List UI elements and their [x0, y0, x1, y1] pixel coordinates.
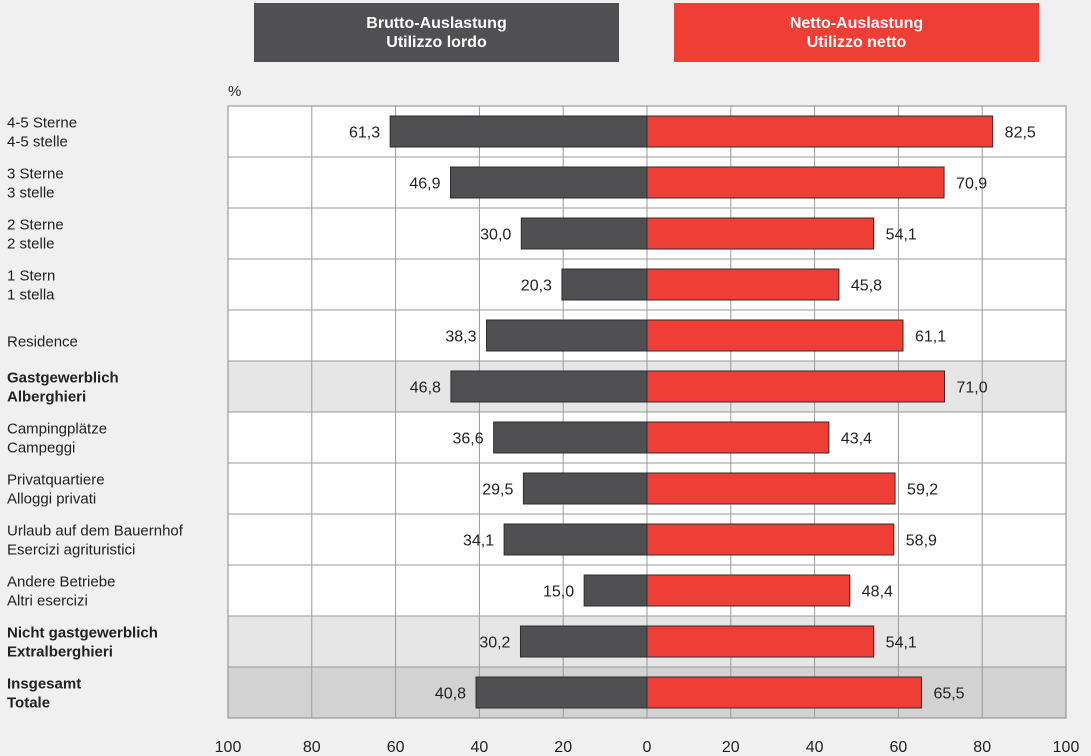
value-label-netto: 59,2 — [907, 482, 938, 499]
value-label-brutto: 30,0 — [480, 227, 511, 244]
value-label-netto: 71,0 — [956, 380, 987, 397]
category-label-line2: Esercizi agrituristici — [7, 542, 135, 559]
category-label-line2: Alberghieri — [7, 389, 86, 406]
category-label-line2: 2 stelle — [7, 236, 55, 253]
bar-netto — [646, 421, 830, 454]
value-label-netto: 54,1 — [886, 635, 917, 652]
category-label-line1: Nicht gastgewerblich — [7, 625, 158, 642]
bar-brutto — [493, 421, 648, 454]
legend-netto: Netto-Auslastung Utilizzo netto — [674, 3, 1039, 62]
x-tick-label: 100 — [1053, 739, 1080, 756]
legend-netto-line1: Netto-Auslastung — [789, 14, 924, 32]
bar-netto — [646, 268, 840, 301]
value-label-netto: 70,9 — [956, 176, 987, 193]
legend-netto-line2: Utilizzo netto — [806, 33, 907, 51]
x-tick-label: 80 — [303, 739, 321, 756]
bar-brutto — [450, 370, 648, 403]
value-label-brutto: 30,2 — [479, 635, 510, 652]
bar-brutto — [486, 319, 648, 352]
x-tick-label: 80 — [973, 739, 991, 756]
category-label-line1: 3 Sterne — [7, 166, 64, 183]
value-label-brutto: 61,3 — [349, 125, 380, 142]
category-label-line1: Privatquartiere — [7, 472, 105, 489]
legend-brutto-line1: Brutto-Auslastung — [366, 14, 507, 32]
value-label-netto: 58,9 — [906, 533, 937, 550]
bar-netto — [646, 523, 895, 556]
value-label-brutto: 29,5 — [482, 482, 513, 499]
legend-brutto: Brutto-Auslastung Utilizzo lordo — [254, 3, 619, 62]
bar-netto — [646, 319, 904, 352]
unit-label: % — [228, 83, 241, 100]
value-label-brutto: 38,3 — [445, 329, 476, 346]
bar-netto — [646, 676, 922, 709]
bar-brutto — [389, 115, 648, 148]
value-label-netto: 65,5 — [933, 686, 964, 703]
x-tick-label: 40 — [806, 739, 824, 756]
bar-brutto — [449, 166, 648, 199]
category-label-line1: 4-5 Sterne — [7, 115, 77, 132]
bar-brutto — [520, 217, 648, 250]
legend-brutto-line2: Utilizzo lordo — [386, 33, 487, 51]
category-label-line1: Gastgewerblich — [7, 370, 119, 387]
category-label-line2: 4-5 stelle — [7, 134, 68, 151]
bar-netto — [646, 166, 945, 199]
category-label-line2: 1 stella — [7, 287, 55, 304]
bar-netto — [646, 115, 994, 148]
category-label-line2: Totale — [7, 695, 50, 712]
x-tick-label: 0 — [643, 739, 652, 756]
bar-brutto — [519, 625, 648, 658]
value-label-netto: 43,4 — [841, 431, 872, 448]
x-tick-label: 60 — [387, 739, 405, 756]
bar-netto — [646, 217, 875, 250]
value-label-netto: 45,8 — [851, 278, 882, 295]
value-label-brutto: 34,1 — [463, 533, 494, 550]
value-label-brutto: 46,8 — [410, 380, 441, 397]
category-label-line2: 3 stelle — [7, 185, 55, 202]
category-label-line1: Urlaub auf dem Bauernhof — [7, 523, 184, 540]
category-label-line1: 1 Stern — [7, 268, 55, 285]
category-label-line1: 2 Sterne — [7, 217, 64, 234]
category-label-line1: Residence — [7, 334, 78, 351]
category-label-line2: Altri esercizi — [7, 593, 88, 610]
x-tick-label: 40 — [471, 739, 489, 756]
category-label-line1: Campingplätze — [7, 421, 107, 438]
bar-brutto — [583, 574, 648, 607]
value-label-netto: 54,1 — [886, 227, 917, 244]
category-label-line1: Andere Betriebe — [7, 574, 115, 591]
value-label-netto: 61,1 — [915, 329, 946, 346]
x-tick-label: 20 — [554, 739, 572, 756]
category-label-line1: Insgesamt — [7, 676, 81, 693]
bar-brutto — [503, 523, 648, 556]
x-tick-label: 20 — [722, 739, 740, 756]
value-label-brutto: 46,9 — [409, 176, 440, 193]
x-tick-label: 100 — [215, 739, 242, 756]
bar-netto — [646, 574, 851, 607]
bar-brutto — [475, 676, 648, 709]
bar-netto — [646, 472, 896, 505]
bar-netto — [646, 625, 875, 658]
value-label-brutto: 15,0 — [543, 584, 574, 601]
bar-brutto — [522, 472, 648, 505]
category-label-line2: Campeggi — [7, 440, 75, 457]
value-label-brutto: 20,3 — [521, 278, 552, 295]
value-label-netto: 82,5 — [1005, 125, 1036, 142]
value-label-brutto: 40,8 — [435, 686, 466, 703]
x-tick-label: 60 — [890, 739, 908, 756]
plot-frame — [227, 105, 1067, 719]
category-label-line2: Extralberghieri — [7, 644, 113, 661]
value-label-brutto: 36,6 — [453, 431, 484, 448]
bar-brutto — [561, 268, 648, 301]
bar-netto — [646, 370, 945, 403]
category-label-line2: Alloggi privati — [7, 491, 96, 508]
value-label-netto: 48,4 — [862, 584, 893, 601]
